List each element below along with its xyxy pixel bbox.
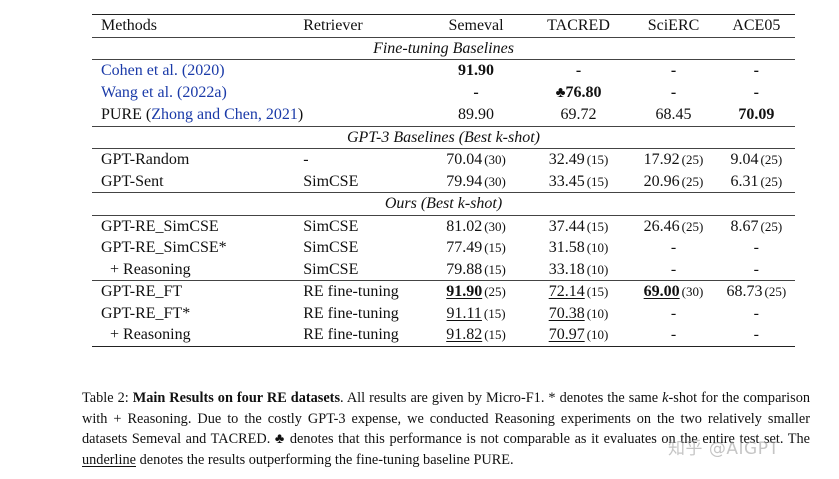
retriever-cell	[303, 104, 424, 126]
method-cell[interactable]: Wang et al. (2022a)	[92, 82, 303, 105]
citation-link[interactable]: Zhong and Chen, 2021	[151, 106, 298, 123]
table-row: GPT-Random - 70.04 (30) 32.49 (15) 17.92 (2…	[92, 148, 795, 171]
table-row: GPT-RE_FT RE fine-tuning 91.90 (25) 72.14…	[92, 280, 795, 303]
tacred-cell: ♣76.80	[555, 83, 602, 101]
method-cell: GPT-RE_FT	[101, 283, 183, 300]
scierc-cell: -	[670, 304, 677, 322]
retriever-cell: RE fine-tuning	[303, 326, 399, 343]
table-row: GPT-RE_FT* RE fine-tuning 91.11 (15) 70.3…	[92, 303, 795, 325]
semeval-cell: 91.11 (15)	[446, 304, 506, 322]
watermark: 知乎 @AIGPT	[668, 439, 780, 459]
header-retriever: Retriever	[303, 17, 363, 34]
section-title-ours: Ours (Best k-shot)	[92, 192, 795, 216]
caption-title: Main Results on four RE datasets	[132, 390, 341, 406]
table-row: + Reasoning RE fine-tuning 91.82 (15) 70.…	[92, 324, 795, 346]
scierc-cell: 69.00 (30)	[643, 283, 704, 300]
retriever-cell	[303, 60, 424, 82]
ace05-cell: 8.67 (25)	[730, 217, 783, 235]
retriever-cell: -	[303, 151, 309, 168]
retriever-cell: RE fine-tuning	[303, 283, 399, 300]
tacred-cell: -	[575, 62, 582, 79]
table-row: + Reasoning SimCSE 79.88 (15) 33.18 (10) -…	[92, 259, 795, 281]
table-row: PURE (Zhong and Chen, 2021) 89.90 69.72 …	[92, 104, 795, 126]
semeval-cell: 91.90	[458, 62, 495, 79]
tacred-cell: 37.44 (15)	[548, 217, 609, 235]
retriever-cell	[303, 82, 424, 105]
ace05-cell: -	[753, 326, 759, 343]
semeval-cell: 70.04 (30)	[446, 151, 506, 168]
semeval-cell: 89.90	[458, 106, 495, 123]
results-table-container: Methods Retriever Semeval TACRED SciERC …	[92, 14, 795, 347]
semeval-cell: 77.49 (15)	[446, 239, 506, 256]
header-methods: Methods	[101, 17, 157, 34]
ace05-cell: 9.04 (25)	[730, 151, 783, 168]
method-cell[interactable]: Cohen et al. (2020)	[92, 60, 303, 82]
section-title-finetuning: Fine-tuning Baselines	[92, 37, 795, 60]
ace05-cell: 68.73 (25)	[726, 283, 787, 300]
retriever-cell: SimCSE	[303, 172, 359, 190]
scierc-cell: 68.45	[655, 106, 692, 123]
scierc-cell: 17.92 (25)	[643, 151, 704, 168]
scierc-cell: -	[670, 62, 677, 79]
table-row: GPT-RE_SimCSE* SimCSE 77.49 (15) 31.58 (10…	[92, 237, 795, 259]
scierc-cell: -	[670, 239, 677, 256]
tacred-cell: 70.97 (10)	[548, 326, 609, 343]
semeval-cell: 81.02 (30)	[446, 217, 506, 235]
table-caption: Table 2: Main Results on four RE dataset…	[82, 390, 811, 468]
table-row: Cohen et al. (2020) 91.90 - - -	[92, 59, 795, 82]
scierc-cell: -	[670, 326, 677, 343]
method-cell: GPT-Random	[101, 151, 190, 168]
method-cell: PURE (Zhong and Chen, 2021)	[101, 106, 304, 123]
results-table: Methods Retriever Semeval TACRED SciERC …	[92, 14, 795, 347]
scierc-cell: 20.96 (25)	[643, 172, 704, 190]
table-row: Wang et al. (2022a) - ♣76.80 - -	[92, 82, 795, 105]
tacred-cell: 72.14 (15)	[548, 283, 609, 300]
section-title-gpt3-baselines: GPT-3 Baselines (Best k-shot)	[92, 126, 795, 149]
scierc-cell: -	[670, 260, 677, 278]
semeval-cell: 79.88 (15)	[446, 260, 506, 278]
header-scierc: SciERC	[647, 17, 700, 34]
ace05-cell: -	[753, 260, 759, 278]
citation-link[interactable]: Wang et al. (2022a)	[101, 84, 227, 101]
semeval-cell: 91.82 (15)	[446, 326, 506, 343]
ace05-cell: -	[753, 84, 759, 101]
club-icon: ♣	[555, 84, 566, 101]
header-row: Methods Retriever Semeval TACRED SciERC …	[92, 14, 795, 38]
header-ace05: ACE05	[732, 17, 781, 34]
table-row: GPT-Sent SimCSE 79.94 (30) 33.45 (15) 20.9…	[92, 171, 795, 193]
ace05-cell: -	[753, 239, 759, 256]
tacred-cell: 33.18 (10)	[548, 260, 609, 278]
retriever-cell: SimCSE	[303, 217, 359, 235]
header-tacred: TACRED	[547, 17, 610, 34]
method-cell: GPT-Sent	[101, 172, 164, 190]
semeval-cell: 79.94 (30)	[446, 172, 506, 190]
method-cell: GPT-RE_SimCSE*	[101, 239, 227, 256]
header-semeval: Semeval	[448, 17, 504, 34]
ace05-cell: 70.09	[738, 106, 775, 123]
tacred-cell: 32.49 (15)	[548, 151, 609, 168]
club-icon: ♣	[274, 431, 286, 447]
retriever-cell: RE fine-tuning	[303, 304, 399, 322]
citation-link[interactable]: Cohen et al. (2020)	[101, 62, 225, 79]
scierc-cell: 26.46 (25)	[643, 217, 704, 235]
tacred-cell: 33.45 (15)	[548, 172, 609, 190]
method-cell: GPT-RE_FT*	[101, 304, 191, 322]
semeval-cell: -	[473, 84, 479, 101]
retriever-cell: SimCSE	[303, 239, 359, 256]
tacred-cell: 31.58 (10)	[548, 239, 609, 256]
ace05-cell: 6.31 (25)	[730, 172, 783, 190]
semeval-cell: 91.90 (25)	[446, 283, 506, 300]
table-row: GPT-RE_SimCSE SimCSE 81.02 (30) 37.44 (15)…	[92, 215, 795, 237]
tacred-cell: 70.38 (10)	[548, 304, 609, 322]
retriever-cell: SimCSE	[303, 260, 359, 278]
method-cell: + Reasoning	[110, 260, 191, 278]
ace05-cell: -	[753, 62, 759, 79]
method-cell: GPT-RE_SimCSE	[101, 217, 219, 235]
method-cell: + Reasoning	[110, 326, 191, 343]
ace05-cell: -	[753, 304, 759, 322]
tacred-cell: 69.72	[560, 106, 597, 123]
scierc-cell: -	[670, 84, 677, 101]
